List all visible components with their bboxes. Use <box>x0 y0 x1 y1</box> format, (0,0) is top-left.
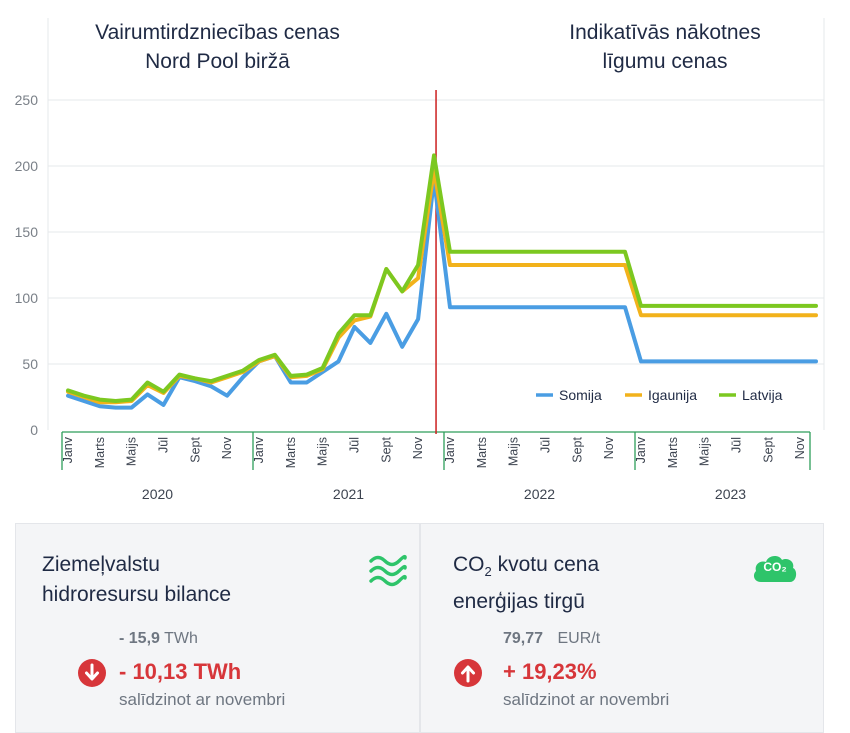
price-chart: 0 50 100 150 200 250 Janv Marts Maijs Jūl Sept Nov J… <box>15 18 825 502</box>
title-right-line-2: līgumu cenas <box>602 50 728 73</box>
series-line-somija <box>66 177 818 410</box>
x-tick-label: Nov <box>411 436 425 459</box>
x-tick-label: Marts <box>475 437 489 468</box>
year-label: 2020 <box>142 486 173 502</box>
x-tick-label: Nov <box>602 436 616 459</box>
y-tick-label: 150 <box>15 224 39 240</box>
title-right-line-1: Indikatīvās nākotnes <box>569 21 761 44</box>
hydro-ref-value: - 15,9 <box>119 630 160 647</box>
x-tick-label: Maijs <box>507 437 521 466</box>
chart-title-left: Vairumtirdzniecības cenas Nord Pool birž… <box>60 18 375 76</box>
legend-label: Somija <box>559 387 602 403</box>
x-tick-label: Maijs <box>316 437 330 466</box>
x-tick-label: Janv <box>61 436 75 463</box>
hydro-compare-text: salīdzinot ar novembri <box>119 690 286 709</box>
x-tick-label: Nov <box>220 436 234 459</box>
year-label: 2021 <box>333 486 364 502</box>
x-tick-label: Jūl <box>729 437 743 453</box>
x-tick-label: Maijs <box>125 437 139 466</box>
co2-cloud-icon: CO₂ <box>751 552 799 586</box>
hydro-balance-panel: Ziemeļvalstu hidroresursu bilance - 15,9… <box>15 523 420 733</box>
y-tick-label: 100 <box>15 290 39 306</box>
legend-label: Latvija <box>742 387 783 403</box>
y-tick-label: 250 <box>15 92 39 108</box>
arrow-up-icon <box>454 659 482 687</box>
year-label: 2023 <box>715 486 746 502</box>
x-tick-label: Marts <box>93 437 107 468</box>
co2-ref-value: 79,77 <box>503 630 544 647</box>
x-tick-label: Maijs <box>698 437 712 466</box>
x-tick-label: Janv <box>634 436 648 463</box>
y-tick-label: 50 <box>22 356 38 372</box>
x-tick-label: Jūl <box>538 437 552 453</box>
arrow-down-icon <box>78 659 106 687</box>
x-tick-label: Sept <box>379 436 393 462</box>
co2-reference: 79,77 EUR/t <box>503 630 600 648</box>
hydro-change: - 10,13 TWh <box>119 659 242 684</box>
co2-panel-title: CO2 kvotu cena enerģijas tirgū <box>453 553 600 614</box>
co2-price-panel: CO2 kvotu cena enerģijas tirgū CO₂ 79,77… <box>420 523 824 733</box>
x-tick-label: Nov <box>793 436 807 459</box>
x-tick-label: Janv <box>252 436 266 463</box>
x-tick-label: Sept <box>188 436 202 462</box>
waves-icon <box>369 554 407 587</box>
series-line-latvija <box>66 153 818 403</box>
year-label: 2022 <box>524 486 555 502</box>
x-tick-label: Marts <box>666 437 680 468</box>
co2-ref-unit: EUR/t <box>557 630 601 647</box>
chart-title-right: Indikatīvās nākotnes līgumu cenas <box>520 18 810 76</box>
x-tick-label: Marts <box>284 437 298 468</box>
hydro-reference: - 15,9 TWh <box>119 630 198 648</box>
x-tick-label: Jūl <box>347 437 361 453</box>
x-tick-label: Sept <box>570 436 584 462</box>
title-left-line-2: Nord Pool biržā <box>145 50 290 73</box>
x-tick-label: Sept <box>761 436 775 462</box>
title-left-line-1: Vairumtirdzniecības cenas <box>95 21 340 44</box>
y-tick-label: 200 <box>15 158 39 174</box>
co2-compare-text: salīdzinot ar novembri <box>503 690 670 709</box>
co2-change: + 19,23% <box>503 659 597 684</box>
hydro-ref-unit: TWh <box>164 630 198 647</box>
co2-icon-label: CO₂ <box>763 560 787 574</box>
x-tick-label: Jūl <box>156 437 170 453</box>
y-tick-label: 0 <box>30 422 38 438</box>
hydro-panel-title: Ziemeļvalstu hidroresursu bilance <box>42 553 232 606</box>
x-tick-label: Janv <box>443 436 457 463</box>
legend-label: Igaunija <box>648 387 697 403</box>
